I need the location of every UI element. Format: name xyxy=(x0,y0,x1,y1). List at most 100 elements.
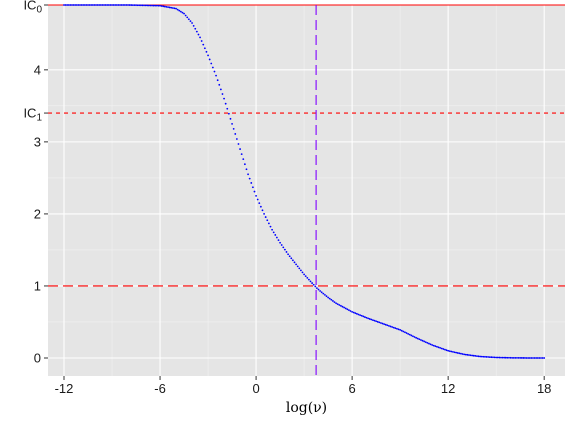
data-point xyxy=(341,305,344,308)
data-point xyxy=(311,282,313,284)
data-point xyxy=(511,356,514,359)
data-point xyxy=(488,356,491,359)
data-point xyxy=(349,310,352,312)
data-point xyxy=(351,310,354,313)
data-point xyxy=(179,10,182,13)
data-point xyxy=(288,255,291,258)
data-point xyxy=(405,332,408,334)
data-point xyxy=(256,198,259,201)
data-point xyxy=(316,287,318,290)
data-point xyxy=(536,357,539,359)
data-point xyxy=(322,292,325,295)
x-tick-label: 18 xyxy=(537,381,551,396)
data-point xyxy=(191,22,193,24)
data-point xyxy=(466,353,469,356)
data-points xyxy=(63,4,546,359)
data-point xyxy=(152,4,155,7)
data-point xyxy=(69,4,72,6)
data-point xyxy=(282,246,285,249)
data-point xyxy=(400,329,403,332)
data-point xyxy=(303,273,305,276)
data-point xyxy=(359,314,362,317)
data-point xyxy=(234,133,237,135)
data-point xyxy=(487,356,490,358)
data-point xyxy=(279,241,281,244)
data-point xyxy=(388,324,390,327)
data-point xyxy=(456,352,459,354)
data-point xyxy=(304,275,307,278)
data-point xyxy=(522,357,525,359)
y-tick-label: 2 xyxy=(34,206,41,221)
data-point xyxy=(397,328,400,331)
data-point xyxy=(319,290,322,292)
data-point xyxy=(392,326,395,329)
data-point xyxy=(365,316,368,319)
data-point xyxy=(232,128,235,130)
data-point xyxy=(434,345,437,348)
data-point xyxy=(240,153,243,156)
data-point xyxy=(74,4,77,6)
data-point xyxy=(117,4,120,6)
data-point xyxy=(90,4,93,6)
data-point xyxy=(251,186,254,189)
data-point xyxy=(155,4,158,7)
data-point xyxy=(437,346,440,349)
data-point xyxy=(135,4,137,7)
data-point xyxy=(309,280,312,283)
data-point xyxy=(295,263,297,266)
data-point xyxy=(133,4,136,7)
grid-minor xyxy=(48,5,565,376)
data-point xyxy=(269,225,272,228)
data-point xyxy=(384,323,387,326)
data-point xyxy=(396,327,398,330)
data-point xyxy=(442,348,445,350)
data-point xyxy=(445,349,448,352)
data-point xyxy=(109,4,112,6)
data-point xyxy=(421,339,424,342)
data-point xyxy=(80,4,83,6)
data-point xyxy=(415,336,418,339)
x-axis-ticks: -12 -6 0 6 12 18 xyxy=(55,376,551,396)
data-point xyxy=(380,322,382,324)
data-point xyxy=(506,356,509,359)
data-point xyxy=(412,335,414,338)
data-point xyxy=(226,107,229,110)
data-point xyxy=(360,314,363,317)
data-point xyxy=(215,74,217,77)
data-point xyxy=(197,33,200,36)
data-point xyxy=(324,293,326,296)
data-point xyxy=(219,88,222,91)
data-point xyxy=(346,308,349,311)
data-point xyxy=(532,357,534,359)
data-point xyxy=(141,4,144,7)
data-point xyxy=(114,4,117,6)
data-point xyxy=(106,4,109,6)
data-point xyxy=(296,265,299,268)
data-point xyxy=(239,148,241,150)
data-point xyxy=(264,216,267,218)
data-point xyxy=(77,4,80,6)
data-point xyxy=(524,357,526,359)
data-point xyxy=(348,309,350,312)
data-point xyxy=(514,356,517,359)
data-point xyxy=(383,323,386,326)
data-point xyxy=(314,285,317,288)
data-point xyxy=(101,4,104,6)
x-tick-label: 0 xyxy=(252,381,259,396)
x-tick-label: 6 xyxy=(349,381,356,396)
data-point xyxy=(195,30,198,33)
data-point xyxy=(71,4,73,6)
data-point xyxy=(128,4,131,6)
data-point xyxy=(194,27,197,30)
data-point xyxy=(199,36,201,39)
data-point xyxy=(375,320,378,323)
y-tick-label: 0 xyxy=(34,350,41,365)
data-point xyxy=(418,338,421,341)
data-point xyxy=(248,177,251,180)
data-point xyxy=(275,236,278,239)
data-point xyxy=(325,295,328,298)
data-point xyxy=(147,4,150,7)
data-point xyxy=(120,4,123,6)
data-point xyxy=(163,5,166,8)
data-point xyxy=(424,341,427,344)
